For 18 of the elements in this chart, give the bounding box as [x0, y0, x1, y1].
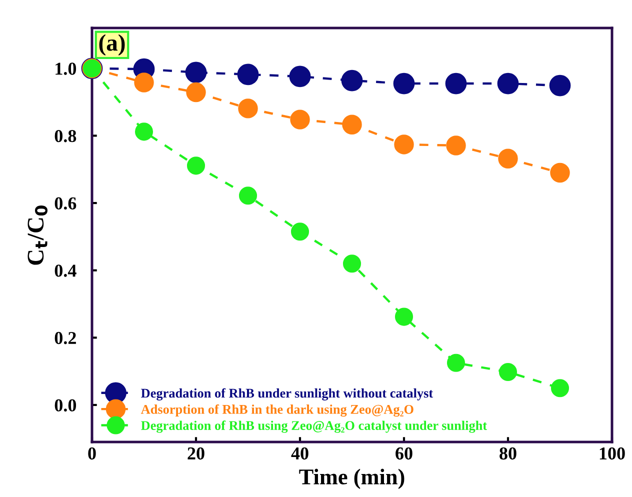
x-tick-label: 40: [291, 447, 308, 460]
x-tick-label: 0: [88, 447, 96, 460]
legend-label: Adsorption of RhB in the dark using Zeo@Ag₂O: [140, 404, 414, 417]
y-tick-label: 0.0: [54, 399, 76, 412]
y-axis-title: C$_{t}$/C$_{0}$: [28, 206, 48, 265]
x-tick-label: 20: [188, 447, 204, 460]
annotation: (a): [99, 34, 125, 56]
x-tick-label: 80: [500, 447, 516, 460]
y-tick-label: 0.2: [54, 332, 76, 344]
y-tick-label: 0.4: [54, 264, 76, 277]
y-tick-label: 0.6: [54, 197, 76, 210]
legend-label: Degradation of RhB under sunlight without catalyst: [141, 388, 434, 400]
y-tick-label: 0.8: [54, 130, 76, 142]
x-tick-label: 60: [396, 447, 412, 460]
x-axis-title: Time (min): [299, 468, 404, 489]
legend-label: Degradation of RhB using Zeo@Ag₂O catalyst under sunlight: [141, 420, 488, 433]
x-tick-label: 100: [600, 447, 625, 460]
y-tick-label: 1.0: [56, 62, 76, 75]
